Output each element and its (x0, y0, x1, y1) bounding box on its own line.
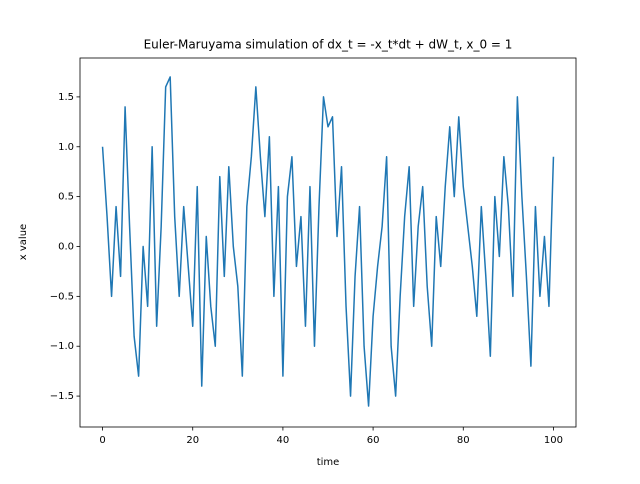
x-tick-label: 0 (99, 435, 105, 446)
x-tick-label: 80 (457, 435, 470, 446)
y-tick-label: 1.0 (58, 142, 74, 153)
y-axis-label: x value (18, 224, 29, 260)
y-tick-label: 0.5 (58, 192, 74, 203)
x-tick-label: 20 (186, 435, 199, 446)
axes-frame (79, 57, 577, 428)
y-tick-label: 1.5 (58, 92, 74, 103)
x-tick-label: 60 (367, 435, 380, 446)
x-axis-label: time (317, 457, 340, 468)
x-tick-label: 100 (544, 435, 563, 446)
y-tick-label: −1.0 (50, 341, 74, 352)
y-tick-label: −0.5 (50, 291, 74, 302)
y-tick-label: 0.0 (58, 241, 74, 252)
chart-title: Euler-Maruyama simulation of dx_t = -x_t… (144, 38, 513, 52)
y-tick-label: −1.5 (50, 391, 74, 402)
x-tick-label: 40 (277, 435, 290, 446)
data-line (101, 76, 555, 407)
